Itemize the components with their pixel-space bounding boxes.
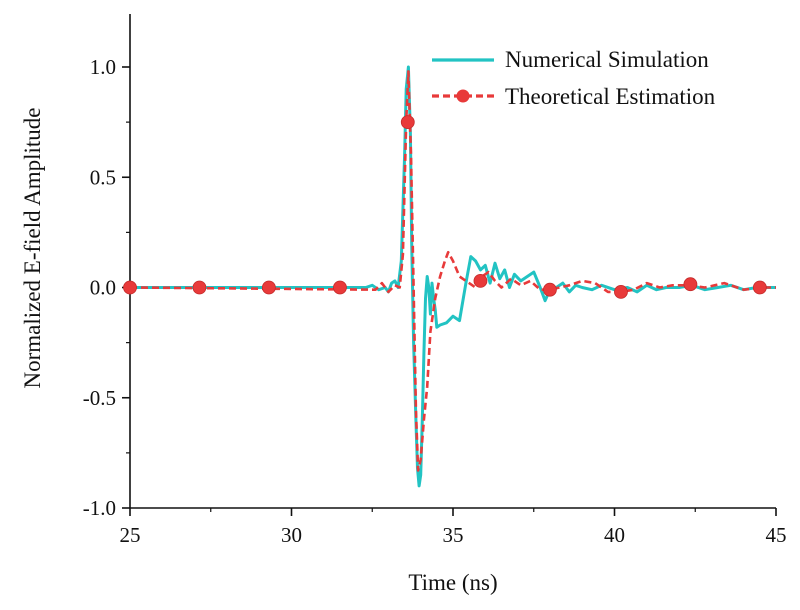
y-tick-label: 0.0 xyxy=(90,276,116,300)
x-ticks: 25 30 35 40 45 xyxy=(120,508,787,547)
theory-marker xyxy=(123,280,137,295)
legend-label-theory: Theoretical Estimation xyxy=(505,84,716,109)
theory-marker xyxy=(614,285,628,299)
legend-marker-theory xyxy=(456,89,470,103)
theory-marker xyxy=(543,282,557,297)
y-tick-label: -1.0 xyxy=(83,496,116,520)
series-layer xyxy=(123,65,776,488)
legend: Numerical Simulation Theoretical Estimat… xyxy=(432,47,716,109)
theory-marker xyxy=(683,277,698,292)
theory-marker xyxy=(400,115,415,130)
theory-marker xyxy=(473,273,488,288)
y-tick-label: 0.5 xyxy=(90,165,116,189)
x-tick-label: 40 xyxy=(604,523,625,547)
theory-marker xyxy=(192,280,207,295)
y-axis-title: Normalized E-field Amplitude xyxy=(20,107,45,388)
y-ticks: -1.0 -0.5 0.0 0.5 1.0 xyxy=(83,55,130,520)
legend-label-simulation: Numerical Simulation xyxy=(505,47,709,72)
x-axis-title: Time (ns) xyxy=(408,570,497,595)
series-line-theory xyxy=(129,70,776,472)
x-tick-label: 30 xyxy=(281,523,302,547)
series-line-simulation xyxy=(130,65,776,488)
x-tick-label: 25 xyxy=(120,523,141,547)
theory-marker xyxy=(261,280,276,295)
y-tick-label: -0.5 xyxy=(83,386,116,410)
y-tick-label: 1.0 xyxy=(90,55,116,79)
x-tick-label: 45 xyxy=(766,523,787,547)
theory-marker xyxy=(752,280,767,295)
theory-marker xyxy=(333,280,347,295)
x-tick-label: 35 xyxy=(443,523,464,547)
